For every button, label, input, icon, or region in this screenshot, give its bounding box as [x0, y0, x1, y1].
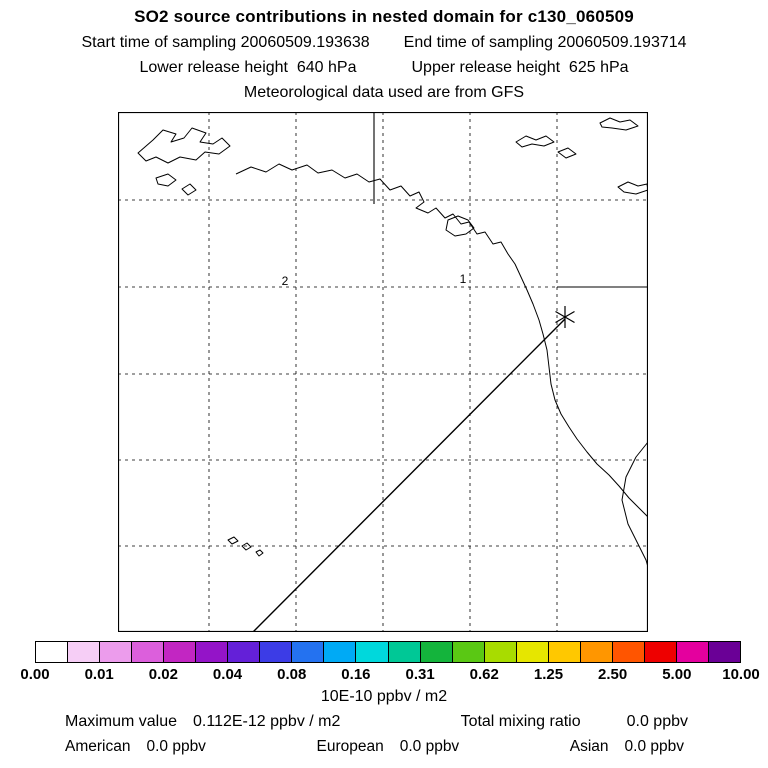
latlon-grid	[118, 112, 648, 632]
kodiak-island-outline	[155, 173, 177, 187]
colorbar-segment	[164, 642, 197, 662]
colorbar-tick-label: 0.04	[212, 666, 243, 683]
colorbar-tick-label: 0.00	[20, 666, 50, 683]
map-frame	[117, 111, 649, 633]
start-time-text: Start time of sampling 20060509.193638	[81, 34, 370, 51]
hawaii-islands	[227, 536, 264, 557]
colorbar-segment	[548, 642, 581, 662]
asian-pair: Asian 0.0 ppbv	[570, 738, 684, 756]
northeast-island-outline	[599, 117, 639, 131]
total-mixing-ratio-pair: Total mixing ratio 0.0 ppbv	[461, 713, 688, 731]
colorbar-segment	[676, 642, 709, 662]
gulf-coast-outline	[621, 441, 649, 568]
colorbar-tick-label: 0.31	[405, 666, 435, 683]
alaska-mainland-outline	[137, 127, 231, 164]
grid-label-1: 1	[460, 272, 467, 286]
colorbar-segment	[516, 642, 549, 662]
map-panel: 2 1	[117, 111, 649, 633]
release-heights-line: Lower release height 640 hPa Upper relea…	[0, 59, 768, 77]
total-mixing-ratio-text: 0.0 ppbv	[626, 713, 688, 730]
header: SO2 source contributions in nested domai…	[0, 0, 768, 102]
asian-value: 0.0 ppbv	[624, 738, 684, 755]
colorbar-segment	[260, 642, 293, 662]
colorbar-segment	[36, 642, 69, 662]
grid-label-2: 2	[282, 274, 289, 288]
colorbar-segment	[612, 642, 645, 662]
map-svg: 2 1	[117, 111, 649, 633]
colorbar-segment	[196, 642, 229, 662]
colorbar-segment	[580, 642, 613, 662]
colorbar-segment	[708, 642, 741, 662]
colorbar: 0.00 0.01 0.02 0.04 0.08 0.16 0.31 0.62 1.25 2.50…	[20, 641, 760, 685]
colorbar-ticks: 0.00 0.01 0.02 0.04 0.08 0.16 0.31 0.62 1.25 2.50…	[20, 666, 759, 685]
island-outline	[557, 147, 577, 159]
maximum-value-text: 0.112E-12 ppbv / m2	[193, 713, 341, 730]
subdomain-boundary	[373, 112, 648, 288]
end-time-text: End time of sampling 20060509.193714	[403, 34, 687, 51]
european-value: 0.0 ppbv	[399, 738, 460, 755]
american-label: American	[65, 738, 131, 755]
receptor-marker-icon	[555, 306, 575, 328]
small-island-outline	[181, 183, 197, 196]
vancouver-island-outline	[445, 215, 475, 237]
upper-release-text: Upper release height 625 hPa	[411, 59, 629, 76]
lower-release-text: Lower release height 640 hPa	[139, 59, 357, 76]
island-chain-outline	[515, 135, 555, 148]
colorbar-tick-label: 0.08	[277, 666, 307, 683]
colorbar-segment	[68, 642, 101, 662]
east-edge-island-outline	[617, 181, 649, 195]
colorbar-tick-label: 0.62	[469, 666, 499, 683]
colorbar-tick-label: 2.50	[598, 666, 628, 683]
european-pair: European 0.0 ppbv	[316, 738, 459, 756]
colorbar-segment	[356, 642, 389, 662]
pacific-coastline	[235, 163, 649, 518]
stats-line: Maximum value 0.112E-12 ppbv / m2 Total …	[0, 713, 768, 731]
colorbar-segment	[420, 642, 453, 662]
colorbar-segment	[388, 642, 421, 662]
colorbar-segment	[132, 642, 165, 662]
colorbar-segment	[644, 642, 677, 662]
colorbar-tick-label: 0.16	[341, 666, 371, 683]
american-pair: American 0.0 ppbv	[65, 738, 206, 756]
american-value: 0.0 ppbv	[146, 738, 206, 755]
plot-title: SO2 source contributions in nested domai…	[134, 7, 634, 26]
flight-track-line	[252, 318, 566, 633]
asian-label: Asian	[569, 738, 609, 755]
maximum-value-pair: Maximum value 0.112E-12 ppbv / m2	[65, 713, 340, 731]
total-mixing-ratio-label: Total mixing ratio	[460, 713, 581, 730]
met-source-text: Meteorological data used are from GFS	[243, 84, 525, 101]
colorbar-segment	[228, 642, 261, 662]
colorbar-segment	[452, 642, 485, 662]
colorbar-tick-label: 1.25	[533, 666, 564, 683]
colorbar-tick-label: 0.02	[148, 666, 178, 683]
european-label: European	[316, 738, 384, 755]
colorbar-segment	[100, 642, 133, 662]
colorbar-segment	[324, 642, 357, 662]
maximum-value-label: Maximum value	[65, 713, 178, 730]
colorbar-units-label: 10E-10 ppbv / m2	[320, 688, 448, 705]
colorbar-tick-label: 0.01	[84, 666, 114, 683]
colorbar-tick-label: 5.00	[662, 666, 692, 683]
colorbar-segments	[35, 641, 741, 663]
colorbar-segment	[292, 642, 325, 662]
sampling-times-line: Start time of sampling 20060509.193638 E…	[0, 34, 768, 52]
colorbar-segment	[484, 642, 517, 662]
colorbar-tick-label: 10.00	[722, 666, 760, 683]
coastlines	[137, 117, 649, 568]
regional-contributions-line: American 0.0 ppbv European 0.0 ppbv Asia…	[0, 738, 768, 756]
